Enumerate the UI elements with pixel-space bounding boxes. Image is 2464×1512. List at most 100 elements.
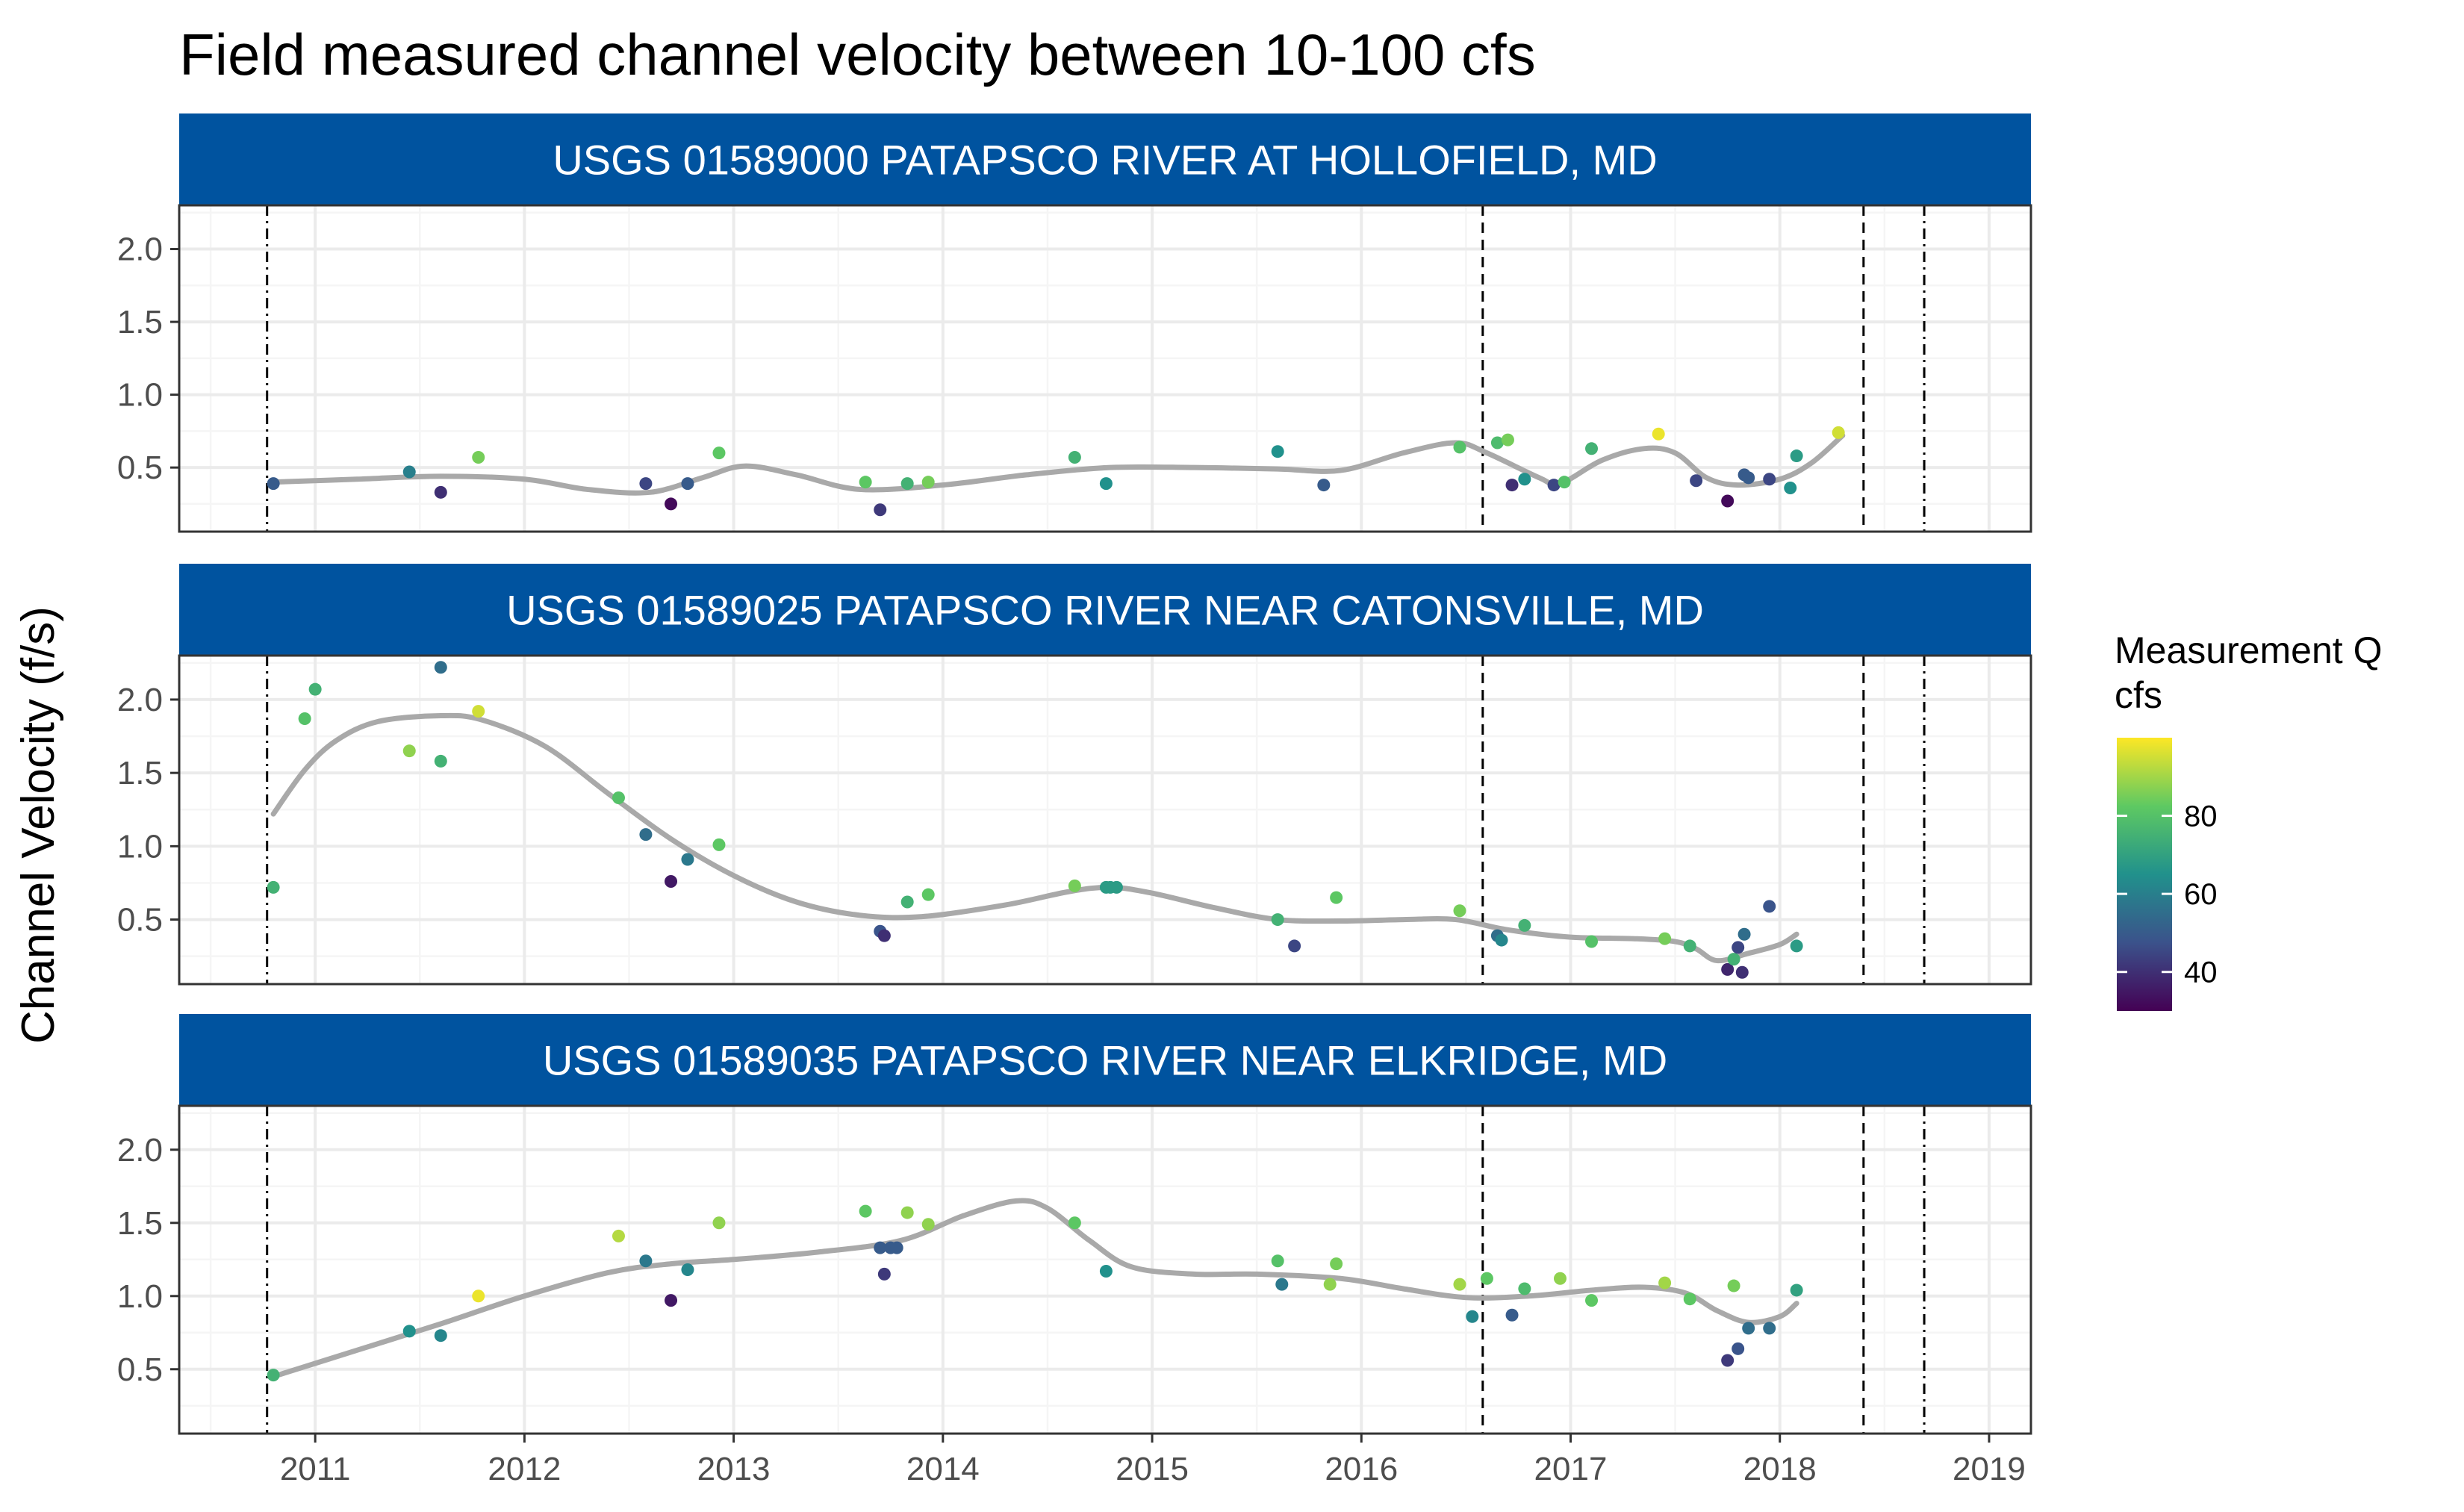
data-point xyxy=(1271,445,1284,458)
data-point xyxy=(921,476,935,489)
panel-strip-label: USGS 01589025 PATAPSCO RIVER NEAR CATONS… xyxy=(506,587,1704,634)
y-tick-label: 1.0 xyxy=(117,828,163,865)
y-tick-label: 2.0 xyxy=(117,231,163,268)
data-point xyxy=(1832,426,1845,439)
data-point xyxy=(1453,1278,1466,1291)
data-point xyxy=(665,875,678,888)
panel-border xyxy=(178,654,2032,986)
data-point xyxy=(1501,433,1514,447)
data-point xyxy=(1742,1322,1755,1335)
x-tick-label: 2017 xyxy=(1534,1451,1608,1487)
smooth-line xyxy=(270,1198,1799,1380)
panel-strip xyxy=(179,113,2031,205)
data-point xyxy=(712,447,726,460)
data-point xyxy=(308,682,322,696)
data-point xyxy=(1558,476,1571,489)
data-point xyxy=(1790,939,1803,953)
data-point xyxy=(1690,474,1703,488)
data-point xyxy=(1742,471,1755,485)
data-point xyxy=(434,1329,447,1343)
data-point xyxy=(1110,880,1123,894)
panel-border xyxy=(178,204,2032,533)
panel-strip xyxy=(179,1014,2031,1106)
data-point xyxy=(612,791,625,805)
legend-break-label: 40 xyxy=(2184,956,2218,989)
data-point xyxy=(1790,449,1803,463)
panel-strip xyxy=(179,564,2031,656)
legend-colorbar xyxy=(2117,738,2172,1011)
data-point xyxy=(1099,477,1113,491)
data-point xyxy=(639,828,653,841)
data-point xyxy=(402,744,416,758)
data-point xyxy=(712,838,726,851)
data-point xyxy=(1585,442,1599,455)
data-point xyxy=(1763,473,1776,486)
data-point xyxy=(1453,441,1466,454)
data-point xyxy=(874,1241,887,1254)
data-point xyxy=(874,503,887,517)
legend: Measurement Q cfs 40 60 80 xyxy=(2115,629,2382,1011)
data-point xyxy=(1683,1292,1696,1306)
data-point xyxy=(267,1369,280,1382)
data-point xyxy=(859,1204,872,1218)
data-point xyxy=(1727,1279,1740,1292)
data-point xyxy=(402,1325,416,1338)
data-point xyxy=(267,880,280,894)
data-point xyxy=(712,1216,726,1230)
smooth-line xyxy=(270,432,1846,496)
x-tick-label: 2015 xyxy=(1116,1451,1189,1487)
data-point xyxy=(1466,1310,1479,1323)
data-point xyxy=(639,1254,653,1268)
data-point xyxy=(1727,953,1740,966)
data-point xyxy=(1495,933,1508,947)
panel-border xyxy=(178,1104,2032,1435)
data-point xyxy=(681,853,694,866)
data-point xyxy=(1288,939,1301,953)
y-tick-label: 1.5 xyxy=(117,755,163,791)
data-point xyxy=(1547,479,1561,492)
panels-layer: USGS 01589000 PATAPSCO RIVER AT HOLLOFIE… xyxy=(117,113,2032,1487)
y-tick-label: 2.0 xyxy=(117,682,163,718)
y-axis-title: Channel Velocity (f/s) xyxy=(13,606,64,1044)
data-point xyxy=(1518,473,1531,486)
data-point xyxy=(1275,1278,1289,1291)
panel-strip-label: USGS 01589000 PATAPSCO RIVER AT HOLLOFIE… xyxy=(553,137,1657,184)
data-point xyxy=(1658,932,1672,945)
data-point xyxy=(1068,879,1081,892)
data-point xyxy=(639,477,653,491)
data-point xyxy=(1330,1257,1343,1271)
y-tick-label: 1.0 xyxy=(117,1278,163,1315)
data-point xyxy=(1505,479,1519,492)
x-tick-label: 2016 xyxy=(1325,1451,1398,1487)
data-point xyxy=(681,477,694,491)
data-point xyxy=(681,1263,694,1276)
data-point xyxy=(900,1206,914,1219)
data-point xyxy=(1790,1284,1803,1297)
data-point xyxy=(1271,1254,1284,1268)
data-point xyxy=(921,1218,935,1231)
data-point xyxy=(472,1289,485,1303)
data-point xyxy=(1453,904,1466,918)
data-point xyxy=(1490,436,1504,449)
x-tick-label: 2014 xyxy=(906,1451,980,1487)
data-point xyxy=(1585,1294,1599,1307)
data-point xyxy=(1737,927,1751,941)
data-point xyxy=(877,1267,891,1281)
y-tick-label: 2.0 xyxy=(117,1132,163,1169)
data-point xyxy=(1763,900,1776,913)
data-point xyxy=(1658,1276,1672,1289)
panel-2: USGS 01589025 PATAPSCO RIVER NEAR CATONS… xyxy=(117,564,2032,986)
panel-3: USGS 01589035 PATAPSCO RIVER NEAR ELKRID… xyxy=(117,1014,2032,1487)
plot-background xyxy=(179,656,2031,984)
data-point xyxy=(1784,481,1797,494)
legend-break-label: 80 xyxy=(2184,800,2218,833)
data-point xyxy=(1732,941,1745,954)
data-point xyxy=(1271,913,1284,927)
data-point xyxy=(1505,1308,1519,1322)
data-point xyxy=(472,705,485,718)
legend-title-line2: cfs xyxy=(2115,674,2162,716)
panel-strip-label: USGS 01589035 PATAPSCO RIVER NEAR ELKRID… xyxy=(543,1037,1667,1084)
data-point xyxy=(612,1229,625,1242)
smooth-line xyxy=(270,712,1799,964)
data-point xyxy=(1518,918,1531,932)
